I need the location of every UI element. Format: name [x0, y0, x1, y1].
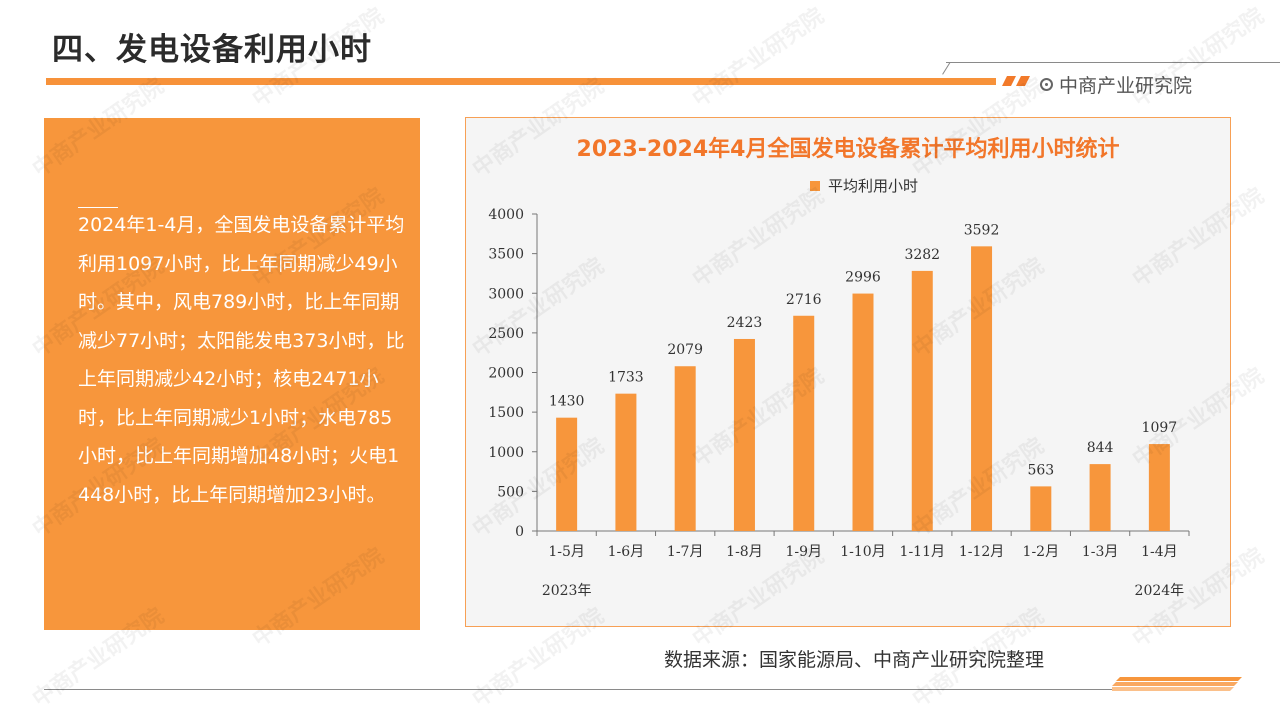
- page-title: 四、发电设备利用小时: [52, 32, 372, 68]
- bar-value-label: 2716: [786, 292, 822, 308]
- year-group-label: 2023年: [542, 583, 592, 599]
- x-tick-label: 1-8月: [726, 544, 763, 560]
- y-tick-label: 500: [497, 484, 524, 500]
- y-tick-label: 4000: [488, 207, 524, 223]
- x-tick-label: 1-6月: [608, 544, 645, 560]
- bar-value-label: 844: [1087, 440, 1114, 456]
- footer-line: [44, 689, 1112, 690]
- data-source-note: 数据来源：国家能源局、中商产业研究院整理: [664, 649, 1045, 671]
- bar-value-label: 2079: [667, 342, 703, 358]
- y-tick-label: 2000: [488, 366, 524, 382]
- bar-1-7月: [674, 366, 696, 531]
- bar-value-label: 1430: [549, 394, 585, 410]
- bar-value-label: 1733: [608, 370, 644, 386]
- bar-value-label: 2423: [727, 315, 763, 331]
- header-divider-line: [946, 62, 1280, 63]
- bar-1-3月: [1089, 464, 1111, 531]
- legend-label: 平均利用小时: [828, 177, 919, 195]
- bar-1-8月: [733, 338, 755, 531]
- header-divider-slant: [942, 62, 951, 75]
- bar-value-label: 3592: [964, 222, 1000, 238]
- bar-value-label: 563: [1027, 462, 1054, 478]
- bar-1-10月: [852, 293, 874, 531]
- y-tick-label: 0: [515, 524, 524, 540]
- summary-panel: 2024年1-4月，全国发电设备累计平均利用1097小时，比上年同期减少49小时…: [44, 118, 420, 630]
- x-tick-label: 1-4月: [1141, 544, 1178, 560]
- y-tick-label: 3500: [488, 247, 524, 263]
- header-accent-bar: [46, 78, 996, 85]
- header-slash-decoration: [1002, 76, 1030, 86]
- x-tick-label: 1-7月: [667, 544, 704, 560]
- summary-rule: [78, 207, 118, 208]
- watermark-text: 中商产业研究院: [688, 3, 829, 113]
- x-tick-label: 1-11月: [900, 544, 945, 560]
- y-tick-label: 2500: [488, 326, 524, 342]
- bar-1-12月: [971, 246, 993, 532]
- bar-1-2月: [1030, 486, 1052, 531]
- bar-1-5月: [556, 417, 578, 531]
- summary-text: 2024年1-4月，全国发电设备累计平均利用1097小时，比上年同期减少49小时…: [78, 214, 405, 506]
- x-tick-label: 1-3月: [1082, 544, 1119, 560]
- bar-1-4月: [1148, 444, 1170, 531]
- year-group-label: 2024年: [1135, 583, 1185, 599]
- brand-logo: 中商产业研究院: [1040, 71, 1192, 98]
- legend-swatch: [810, 180, 820, 191]
- brand-target-icon: [1040, 78, 1053, 91]
- y-tick-label: 3000: [488, 286, 524, 302]
- y-tick-label: 1500: [488, 405, 524, 421]
- bar-value-label: 1097: [1142, 420, 1178, 436]
- bar-value-label: 2996: [845, 270, 881, 286]
- bar-1-9月: [793, 315, 815, 531]
- y-tick-label: 1000: [488, 445, 524, 461]
- x-tick-label: 1-12月: [959, 544, 1004, 560]
- bar-1-11月: [911, 270, 933, 531]
- x-tick-label: 1-5月: [548, 544, 585, 560]
- x-tick-label: 1-10月: [840, 544, 885, 560]
- chart-panel: 2023-2024年4月全国发电设备累计平均利用小时统计 平均利用小时 0 500…: [465, 117, 1231, 627]
- bar-chart: 0 500 1000 1500 2000 2500 3000 3500 4000 1430 1-5月…: [488, 207, 1190, 599]
- x-tick-label: 1-9月: [785, 544, 822, 560]
- bar-value-label: 3282: [904, 247, 940, 263]
- x-tick-label: 1-2月: [1023, 544, 1060, 560]
- bar-1-6月: [615, 393, 637, 531]
- brand-name: 中商产业研究院: [1059, 75, 1193, 97]
- footer-stripe-decoration: [1112, 677, 1242, 691]
- chart-legend: 平均利用小时: [810, 175, 918, 196]
- chart-title: 2023-2024年4月全国发电设备累计平均利用小时统计: [576, 137, 1120, 162]
